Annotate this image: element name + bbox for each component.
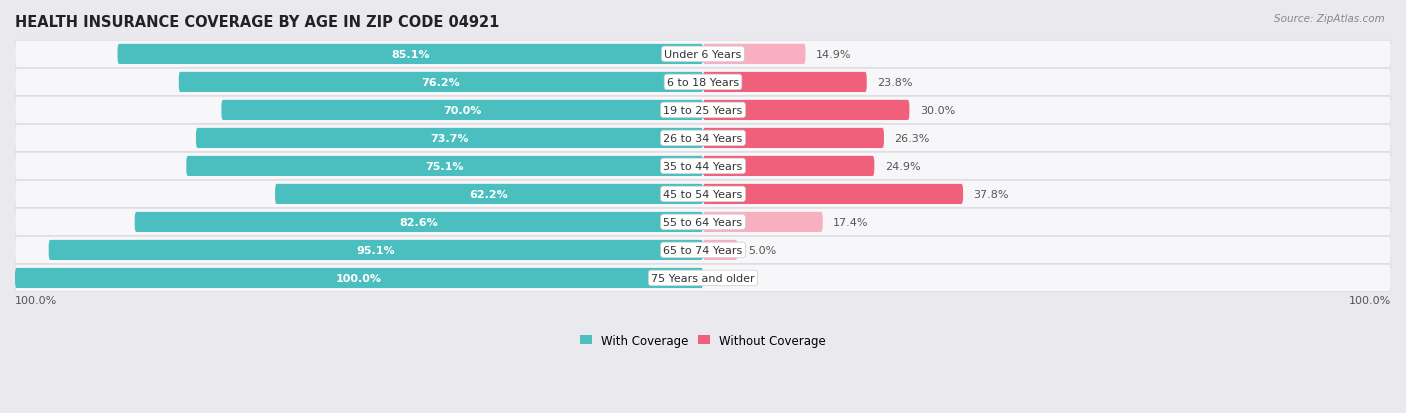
- FancyBboxPatch shape: [15, 181, 1391, 208]
- Text: 30.0%: 30.0%: [920, 106, 955, 116]
- FancyBboxPatch shape: [179, 73, 703, 93]
- Text: 26.3%: 26.3%: [894, 133, 929, 144]
- Text: 100.0%: 100.0%: [15, 296, 58, 306]
- FancyBboxPatch shape: [15, 41, 1391, 69]
- Text: 76.2%: 76.2%: [422, 78, 460, 88]
- Text: 5.0%: 5.0%: [748, 245, 776, 255]
- Text: 24.9%: 24.9%: [884, 161, 921, 171]
- Text: HEALTH INSURANCE COVERAGE BY AGE IN ZIP CODE 04921: HEALTH INSURANCE COVERAGE BY AGE IN ZIP …: [15, 15, 499, 30]
- FancyBboxPatch shape: [15, 265, 1391, 292]
- FancyBboxPatch shape: [703, 212, 823, 233]
- Text: 75 Years and older: 75 Years and older: [651, 273, 755, 283]
- FancyBboxPatch shape: [118, 45, 703, 65]
- Text: 6 to 18 Years: 6 to 18 Years: [666, 78, 740, 88]
- Text: 82.6%: 82.6%: [399, 217, 439, 228]
- FancyBboxPatch shape: [703, 128, 884, 149]
- FancyBboxPatch shape: [135, 212, 703, 233]
- Legend: With Coverage, Without Coverage: With Coverage, Without Coverage: [575, 329, 831, 351]
- Text: Under 6 Years: Under 6 Years: [665, 50, 741, 60]
- FancyBboxPatch shape: [49, 240, 703, 260]
- FancyBboxPatch shape: [703, 73, 866, 93]
- Text: 17.4%: 17.4%: [832, 217, 869, 228]
- FancyBboxPatch shape: [15, 125, 1391, 152]
- FancyBboxPatch shape: [187, 157, 703, 177]
- Text: 23.8%: 23.8%: [877, 78, 912, 88]
- Text: 45 to 54 Years: 45 to 54 Years: [664, 190, 742, 199]
- FancyBboxPatch shape: [15, 97, 1391, 124]
- Text: 26 to 34 Years: 26 to 34 Years: [664, 133, 742, 144]
- FancyBboxPatch shape: [703, 185, 963, 204]
- Text: 35 to 44 Years: 35 to 44 Years: [664, 161, 742, 171]
- Text: 62.2%: 62.2%: [470, 190, 509, 199]
- Text: 55 to 64 Years: 55 to 64 Years: [664, 217, 742, 228]
- FancyBboxPatch shape: [276, 185, 703, 204]
- FancyBboxPatch shape: [703, 157, 875, 177]
- FancyBboxPatch shape: [195, 128, 703, 149]
- Text: 70.0%: 70.0%: [443, 106, 481, 116]
- Text: 73.7%: 73.7%: [430, 133, 468, 144]
- Text: 85.1%: 85.1%: [391, 50, 429, 60]
- FancyBboxPatch shape: [703, 45, 806, 65]
- Text: 65 to 74 Years: 65 to 74 Years: [664, 245, 742, 255]
- Text: 100.0%: 100.0%: [1348, 296, 1391, 306]
- FancyBboxPatch shape: [15, 153, 1391, 180]
- FancyBboxPatch shape: [15, 209, 1391, 236]
- Text: 14.9%: 14.9%: [815, 50, 851, 60]
- Text: 19 to 25 Years: 19 to 25 Years: [664, 106, 742, 116]
- Text: 95.1%: 95.1%: [357, 245, 395, 255]
- Text: 0.0%: 0.0%: [717, 273, 745, 283]
- FancyBboxPatch shape: [703, 240, 737, 260]
- Text: 75.1%: 75.1%: [426, 161, 464, 171]
- FancyBboxPatch shape: [15, 268, 703, 288]
- FancyBboxPatch shape: [15, 69, 1391, 96]
- FancyBboxPatch shape: [221, 101, 703, 121]
- Text: 37.8%: 37.8%: [973, 190, 1010, 199]
- FancyBboxPatch shape: [703, 101, 910, 121]
- FancyBboxPatch shape: [15, 237, 1391, 264]
- Text: 100.0%: 100.0%: [336, 273, 382, 283]
- Text: Source: ZipAtlas.com: Source: ZipAtlas.com: [1274, 14, 1385, 24]
